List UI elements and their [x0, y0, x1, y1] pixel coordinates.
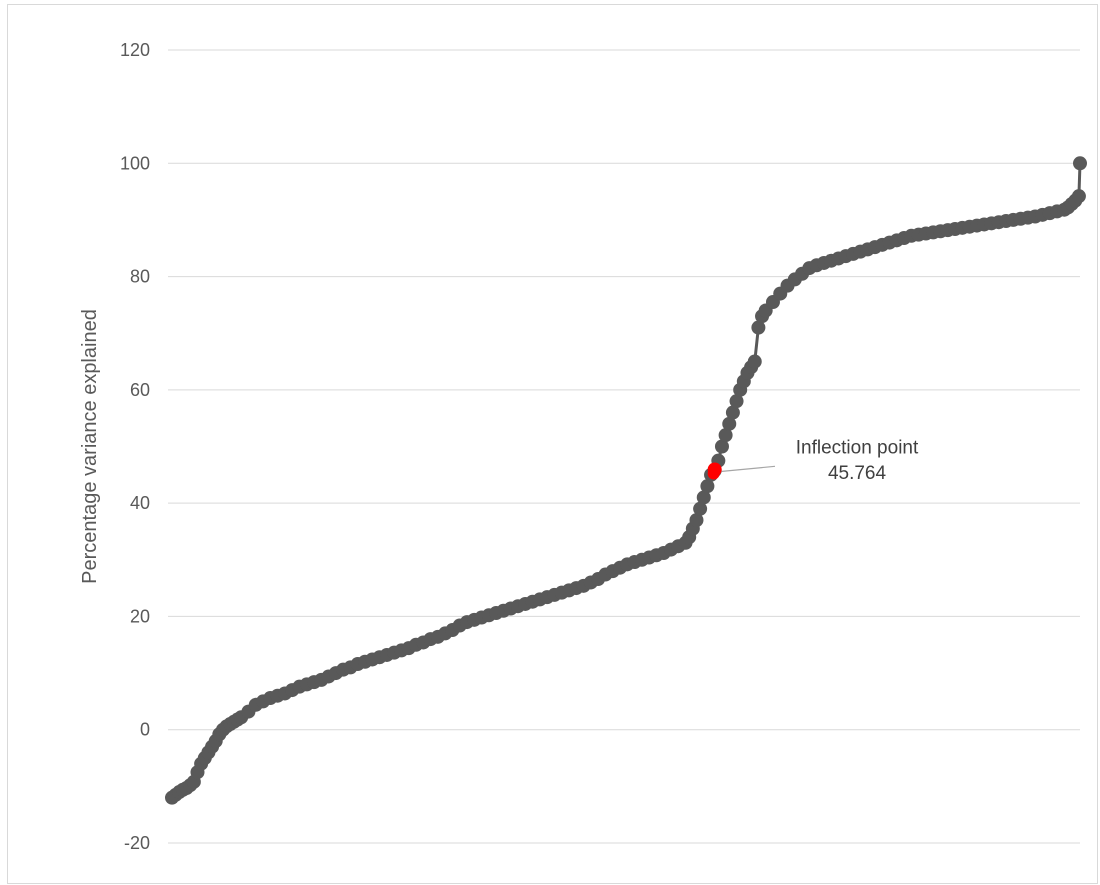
data-point [718, 428, 733, 443]
y-tick-label: 20 [130, 606, 150, 626]
highlight: Inflection point 45.764 [707, 437, 919, 484]
data-point [747, 354, 762, 369]
y-tick-label: 100 [120, 153, 150, 173]
data-point [725, 405, 740, 420]
data-point [751, 320, 766, 335]
data-point [729, 394, 744, 409]
data-point [689, 513, 704, 528]
data-point [693, 501, 708, 516]
annotation-value: 45.764 [828, 463, 887, 484]
data-points [165, 156, 1087, 805]
y-tick-label: 0 [140, 720, 150, 740]
y-tick-label: 60 [130, 380, 150, 400]
data-point [700, 479, 715, 494]
data-point [1071, 189, 1086, 204]
y-tick-label: -20 [124, 833, 150, 853]
inflection-point-marker [707, 467, 720, 480]
data-point [1073, 156, 1087, 171]
data-point [696, 490, 711, 505]
data-point [714, 439, 729, 454]
y-axis-title: Percentage variance explained [79, 309, 101, 584]
annotation-leader-line [720, 465, 776, 473]
y-tick-label: 40 [130, 493, 150, 513]
y-tick-label: 80 [130, 267, 150, 287]
gridlines [168, 49, 1080, 844]
y-tick-label: 120 [120, 40, 150, 60]
series-line [171, 163, 1082, 799]
chart-frame [7, 4, 1098, 884]
series-line-path [171, 163, 1082, 799]
annotation-label: Inflection point [796, 437, 919, 458]
data-point [722, 416, 737, 431]
y-tick-labels: -20 0 20 40 60 80 100 120 [120, 40, 150, 853]
